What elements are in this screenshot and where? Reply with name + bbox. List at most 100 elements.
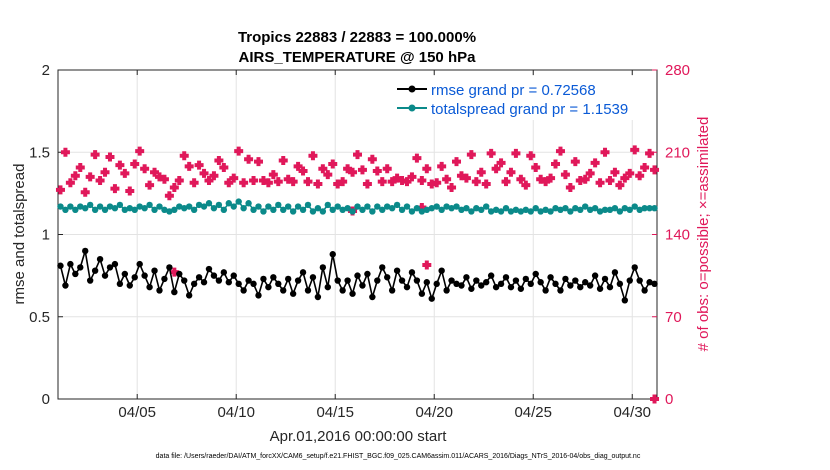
x-tick-label: 04/20 <box>415 404 453 421</box>
spread-point <box>185 203 193 210</box>
spread-point <box>418 208 426 215</box>
y-tick-label-left: 1 <box>42 227 50 244</box>
spread-point <box>349 208 356 215</box>
rmse-point <box>111 260 119 268</box>
rmse-point <box>527 280 534 288</box>
spread-point <box>596 208 604 215</box>
rmse-point <box>161 275 168 283</box>
rmse-point <box>205 265 213 273</box>
obs-count-marker <box>417 175 427 185</box>
spread-point <box>72 206 79 214</box>
legend-spread-label: totalspread grand pr = 1.1539 <box>431 101 628 118</box>
obs-count-marker <box>412 153 422 163</box>
spread-point <box>591 204 599 212</box>
spread-point <box>299 206 307 214</box>
obs-count-marker <box>625 168 635 178</box>
spread-point <box>329 206 336 214</box>
spread-point <box>369 208 376 215</box>
y-tick-label-right: 210 <box>665 144 690 161</box>
rmse-point <box>487 272 495 279</box>
rmse-point <box>413 277 421 284</box>
obs-count-marker <box>521 180 531 190</box>
rmse-point <box>359 282 366 289</box>
obs-count-marker <box>511 148 521 158</box>
spread-point <box>517 208 525 215</box>
obs-count-marker <box>471 177 481 187</box>
spread-point <box>245 200 252 207</box>
obs-count-marker <box>466 150 476 160</box>
obs-count-marker <box>595 178 605 188</box>
spread-point <box>512 206 520 214</box>
spread-point <box>101 206 109 214</box>
rmse-point <box>423 279 431 286</box>
obs-count-marker <box>159 174 169 184</box>
spread-point <box>210 204 218 212</box>
spread-point <box>384 203 391 210</box>
spread-point <box>552 204 559 212</box>
obs-count-marker <box>585 168 595 178</box>
spread-point <box>492 206 500 214</box>
y-axis-label-right: # of obs: o=possible; ×=assimilated <box>695 117 712 352</box>
chart-subtitle: AIRS_TEMPERATURE @ 150 hPa <box>239 49 477 66</box>
rmse-point <box>319 264 327 271</box>
spread-point <box>393 201 401 209</box>
rmse-point <box>354 272 361 279</box>
rmse-point <box>631 264 638 271</box>
rmse-point <box>586 282 594 289</box>
spread-point <box>507 208 515 215</box>
spread-point <box>502 204 510 212</box>
obs-count-marker <box>234 146 244 156</box>
obs-count-marker <box>204 175 214 185</box>
obs-count-marker <box>303 177 313 187</box>
obs-count-marker <box>209 171 219 181</box>
rmse-point <box>62 282 69 289</box>
y-tick-label-left: 2 <box>42 62 50 79</box>
spread-point <box>616 208 624 215</box>
obs-count-marker <box>496 158 506 168</box>
rmse-point <box>176 270 183 278</box>
spread-point <box>586 206 594 214</box>
rmse-point <box>156 287 163 294</box>
rmse-point <box>146 283 153 291</box>
spread-point <box>379 206 386 214</box>
rmse-point <box>329 251 336 258</box>
rmse-point <box>250 280 257 288</box>
rmse-point <box>289 290 297 297</box>
obs-count-marker <box>640 163 650 173</box>
spread-point <box>275 201 282 209</box>
rmse-point <box>547 274 554 281</box>
rmse-point <box>626 277 633 284</box>
obs-count-marker <box>249 175 259 185</box>
rmse-point <box>448 277 455 284</box>
spread-point <box>314 204 322 212</box>
rmse-point <box>166 264 173 271</box>
spread-point <box>215 201 223 209</box>
obs-count-marker <box>560 170 570 180</box>
spread-point <box>443 203 450 210</box>
obs-count-marker <box>580 174 590 184</box>
obs-count-marker <box>526 151 536 161</box>
rmse-point <box>67 260 74 268</box>
spread-point <box>106 203 114 210</box>
rmse-point <box>235 280 242 288</box>
obs-count-marker <box>110 184 120 194</box>
rmse-point <box>324 283 331 291</box>
rmse-point <box>651 280 658 288</box>
rmse-point <box>384 274 391 281</box>
rmse-point <box>106 264 114 271</box>
y-tick-label-left: 1.5 <box>29 144 50 161</box>
spread-point <box>334 203 341 210</box>
obs-count-marker <box>382 164 392 174</box>
obs-count-marker <box>506 167 516 177</box>
spread-point <box>572 204 579 212</box>
obs-count-marker <box>605 175 615 185</box>
obs-count-marker <box>75 163 85 173</box>
obs-count-marker <box>565 183 575 192</box>
obs-count-marker <box>164 191 174 201</box>
spread-point <box>398 206 406 214</box>
spread-point <box>235 198 242 205</box>
rmse-point <box>379 264 386 271</box>
rmse-point <box>646 279 653 286</box>
spread-point <box>487 208 495 215</box>
spread-point <box>651 204 658 212</box>
